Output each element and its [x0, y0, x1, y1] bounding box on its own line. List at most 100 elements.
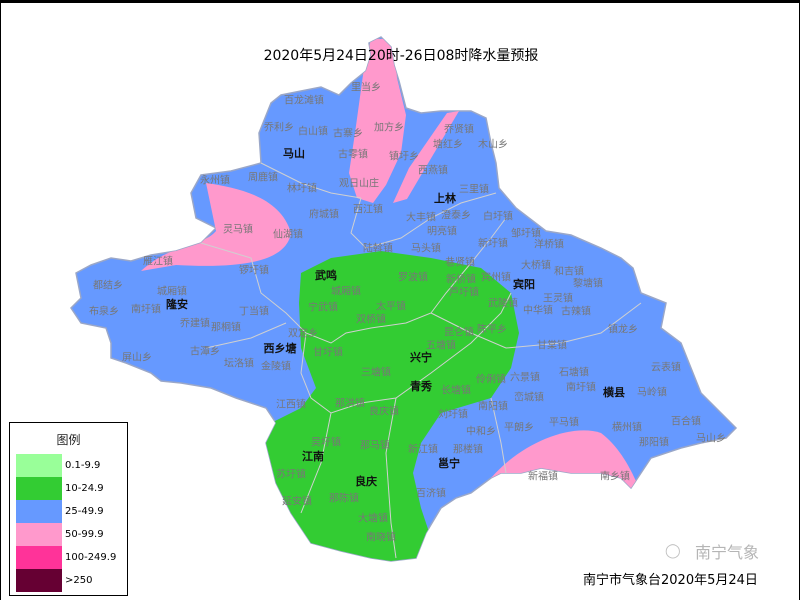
- town-label: 邹圩镇: [511, 228, 541, 240]
- legend-item: 10-24.9: [16, 477, 127, 500]
- county-label: 青秀: [410, 380, 432, 393]
- town-label: 三里镇: [459, 184, 489, 196]
- town-label: 芦圩镇: [449, 287, 479, 299]
- town-label: 平朗乡: [504, 422, 534, 434]
- town-label: 镇龙乡: [608, 324, 638, 336]
- legend-label: 100-249.9: [65, 552, 117, 563]
- town-label: 大丰镇: [406, 212, 436, 224]
- town-label: 双桥镇: [356, 314, 386, 326]
- town-label: 马山乡: [696, 433, 726, 445]
- town-label: 澄泰乡: [441, 210, 471, 222]
- town-label: 那楼镇: [453, 444, 483, 456]
- town-label: 五塘镇: [426, 340, 456, 352]
- legend-swatch: [16, 546, 62, 569]
- town-label: 马岭镇: [637, 387, 667, 399]
- town-label: 新江镇: [408, 444, 438, 456]
- town-label: 石塘镇: [559, 367, 589, 379]
- town-label: 和吉镇: [554, 266, 584, 278]
- town-label: 那桐镇: [211, 322, 241, 334]
- town-label: 白圩镇: [483, 211, 513, 223]
- watermark: 南宁气象: [695, 543, 760, 562]
- town-label: 城厢镇: [157, 286, 187, 298]
- town-label: 六景镇: [510, 372, 540, 384]
- town-label: 昆仑镇: [444, 327, 474, 339]
- town-label: 平马镇: [549, 417, 579, 429]
- town-label: 府城镇: [309, 209, 339, 221]
- town-label: 周鹿镇: [248, 172, 278, 184]
- town-label: 古零镇: [338, 149, 368, 161]
- town-label: 武陵镇: [488, 298, 518, 310]
- legend-item: 50-99.9: [16, 523, 127, 546]
- town-label: 苏圩镇: [276, 469, 306, 481]
- town-label: 西燕镇: [418, 165, 448, 177]
- town-label: 陆斡镇: [363, 243, 393, 255]
- town-label: 布泉乡: [89, 306, 119, 318]
- town-label: 三塘镇: [361, 367, 391, 379]
- town-label: 古潭乡: [190, 346, 220, 358]
- town-label: 南乡镇: [600, 471, 630, 483]
- town-label: 金陵镇: [261, 361, 291, 373]
- town-label: 刘圩镇: [438, 409, 468, 421]
- town-label: 西江镇: [353, 204, 383, 216]
- town-label: 仙湖镇: [273, 229, 303, 241]
- legend-item: 100-249.9: [16, 546, 127, 569]
- legend-label: 10-24.9: [65, 483, 104, 494]
- town-label: 百龙滩镇: [284, 95, 324, 107]
- town-label: 城厢镇: [331, 286, 361, 298]
- county-label: 宾阳: [513, 278, 535, 291]
- county-label: 良庆: [355, 475, 377, 488]
- legend-label: 50-99.9: [65, 529, 104, 540]
- town-label: 丁当镇: [239, 306, 269, 318]
- county-boundaries: [200, 162, 642, 559]
- town-label: 巷贤镇: [445, 257, 475, 269]
- town-label: 良庆镇: [369, 406, 399, 418]
- town-label: 吴圩镇: [311, 437, 341, 449]
- town-label: 横州镇: [612, 422, 642, 434]
- wechat-icon: ◯: [665, 543, 681, 559]
- town-label: 雁江镇: [143, 256, 173, 268]
- town-label: 古辣镇: [561, 306, 591, 318]
- legend-label: 0.1-9.9: [65, 460, 101, 471]
- town-label: 南阳镇: [478, 401, 508, 413]
- town-label: 大桥镇: [521, 260, 551, 272]
- town-label: 甘圩镇: [313, 347, 343, 359]
- legend-swatch: [16, 523, 62, 546]
- town-label: 明亮镇: [427, 226, 457, 238]
- town-label: 中华镇: [523, 305, 553, 317]
- town-label: 塘红乡: [433, 139, 463, 151]
- town-label: 都结乡: [93, 280, 123, 292]
- town-label: 百合镇: [671, 416, 701, 428]
- town-label: 木山乡: [478, 139, 508, 151]
- town-label: 观日山庄: [339, 178, 379, 190]
- town-label: 永州镇: [200, 175, 230, 187]
- town-label: 古寨乡: [333, 128, 363, 140]
- legend-swatch: [16, 454, 62, 477]
- county-label: 马山: [283, 147, 305, 160]
- legend-swatch: [16, 500, 62, 523]
- town-label: 灵马镇: [223, 224, 253, 236]
- county-label: 横县: [603, 386, 625, 399]
- town-label: 新福镇: [528, 471, 558, 483]
- town-label: 林圩镇: [287, 183, 317, 195]
- town-label: 那马镇: [360, 440, 390, 452]
- county-label: 武鸣: [315, 269, 337, 282]
- county-label: 江南: [302, 450, 324, 463]
- legend: 图例 0.1-9.9 10-24.9 25-49.9 50-99.9 100-249.9…: [9, 422, 128, 596]
- town-label: 双定乡: [288, 328, 318, 340]
- legend-label: >250: [65, 575, 93, 586]
- town-label: 峦城镇: [514, 392, 544, 404]
- region-50-99.9-north: [349, 39, 406, 203]
- town-label: 江西镇: [276, 399, 306, 411]
- issuer-date: 南宁市气象台2020年5月24日: [583, 573, 758, 588]
- county-label: 邕宁: [438, 457, 460, 470]
- town-label: 新桥镇: [446, 274, 476, 286]
- county-label: 西乡塘: [263, 342, 297, 355]
- town-label: 南圩镇: [566, 382, 596, 394]
- town-label: 乔利乡: [264, 122, 294, 134]
- town-label: 陈平乡: [477, 324, 507, 336]
- town-label: 宁武镇: [308, 302, 338, 314]
- town-label: 乔贤镇: [444, 124, 474, 136]
- map-title: 2020年5月24日20时-26日08时降水量预报: [263, 48, 539, 64]
- town-label: 屏山乡: [122, 352, 152, 364]
